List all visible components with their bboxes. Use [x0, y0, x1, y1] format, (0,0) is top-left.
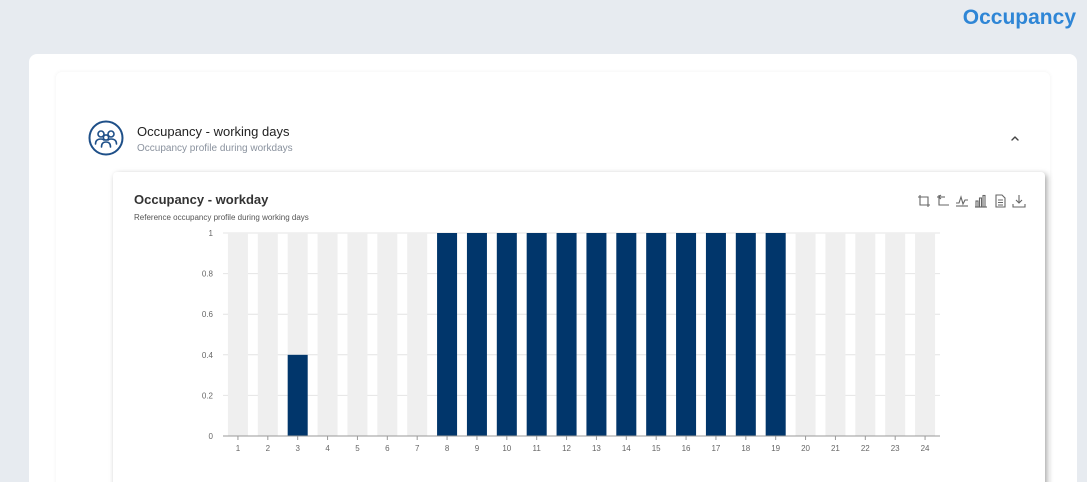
y-tick-label: 0.2 [202, 391, 214, 400]
bar[interactable] [556, 233, 577, 436]
bar-background [227, 233, 248, 436]
y-tick-label: 0.6 [202, 310, 214, 319]
y-tick-label: 0.8 [202, 270, 214, 279]
bar-background [407, 233, 428, 436]
zoom-out-icon [937, 194, 949, 206]
chart-subtitle: Reference occupancy profile during worki… [134, 213, 309, 222]
bar-background [855, 233, 876, 436]
collapse-button[interactable] [1004, 128, 1026, 146]
bar[interactable] [526, 233, 547, 436]
x-tick-label: 20 [801, 444, 810, 453]
x-tick-label: 17 [711, 444, 720, 453]
x-tick-label: 16 [682, 444, 691, 453]
bar-background [317, 233, 338, 436]
download-button[interactable] [1011, 193, 1027, 209]
x-tick-label: 7 [415, 444, 420, 453]
x-tick-label: 12 [562, 444, 571, 453]
bar-background [885, 233, 906, 436]
bar-chart-icon [975, 194, 987, 208]
x-tick-label: 14 [622, 444, 631, 453]
x-tick-label: 2 [266, 444, 271, 453]
x-tick-label: 23 [891, 444, 900, 453]
bar-background [825, 233, 846, 436]
people-group-icon [88, 120, 124, 156]
bar-background [795, 233, 816, 436]
data-view-icon [995, 194, 1006, 208]
x-tick-label: 3 [295, 444, 300, 453]
x-tick-label: 11 [533, 444, 542, 453]
chart-title: Occupancy - workday [134, 192, 269, 207]
x-tick-label: 19 [771, 444, 780, 453]
bar[interactable] [646, 233, 667, 436]
occupancy-section: Occupancy - working days Occupancy profi… [56, 72, 1050, 482]
chart-card: 0 0.2 0.4 0.6 0.8 1 1 2 3 4 5 6 7 8 9 10 11 12 13 14 15 16 17 1… [113, 172, 1045, 482]
zoom-out-button[interactable] [935, 193, 951, 209]
x-tick-label: 18 [741, 444, 750, 453]
y-tick-label: 0.4 [202, 351, 214, 360]
x-tick-label: 8 [445, 444, 450, 453]
bar[interactable] [287, 354, 308, 436]
bar[interactable] [705, 233, 726, 436]
x-tick-label: 10 [502, 444, 511, 453]
bar-background [257, 233, 278, 436]
data-view-button[interactable] [992, 193, 1008, 209]
section-title: Occupancy - working days [137, 124, 290, 139]
x-tick-label: 4 [325, 444, 330, 453]
line-chart-button[interactable] [954, 193, 970, 209]
y-tick-label: 0 [209, 432, 214, 441]
download-icon [1012, 195, 1026, 208]
bar-chart-button[interactable] [973, 193, 989, 209]
bar-background [915, 233, 936, 436]
x-tick-label: 1 [236, 444, 241, 453]
x-tick-label: 9 [475, 444, 480, 453]
bar[interactable] [616, 233, 637, 436]
bar[interactable] [586, 233, 607, 436]
content-panel: Occupancy - working days Occupancy profi… [29, 54, 1077, 482]
zoom-in-icon [918, 195, 930, 207]
x-tick-label: 15 [652, 444, 661, 453]
bar[interactable] [735, 233, 756, 436]
x-tick-label: 6 [385, 444, 390, 453]
section-subtitle: Occupancy profile during workdays [137, 143, 293, 154]
x-tick-label: 24 [921, 444, 930, 453]
x-tick-label: 22 [861, 444, 870, 453]
x-tick-label: 21 [831, 444, 840, 453]
bar[interactable] [765, 233, 786, 436]
zoom-in-button[interactable] [916, 193, 932, 209]
bar[interactable] [676, 233, 697, 436]
bar-background [377, 233, 398, 436]
line-chart-icon [956, 195, 968, 207]
y-tick-label: 1 [209, 229, 214, 238]
bar[interactable] [437, 233, 458, 436]
chart-toolbar [916, 193, 1027, 209]
page-title: Occupancy [962, 6, 1076, 29]
bar[interactable] [466, 233, 487, 436]
bar[interactable] [496, 233, 517, 436]
chevron-up-icon [1011, 135, 1019, 141]
bar-chart: 00.20.40.60.811 2 3 4 5 6 7 8 9 10 11 12 13 14 15 16 17 1… [202, 229, 940, 453]
x-tick-label: 13 [592, 444, 601, 453]
x-tick-label: 5 [355, 444, 360, 453]
bar-background [347, 233, 368, 436]
